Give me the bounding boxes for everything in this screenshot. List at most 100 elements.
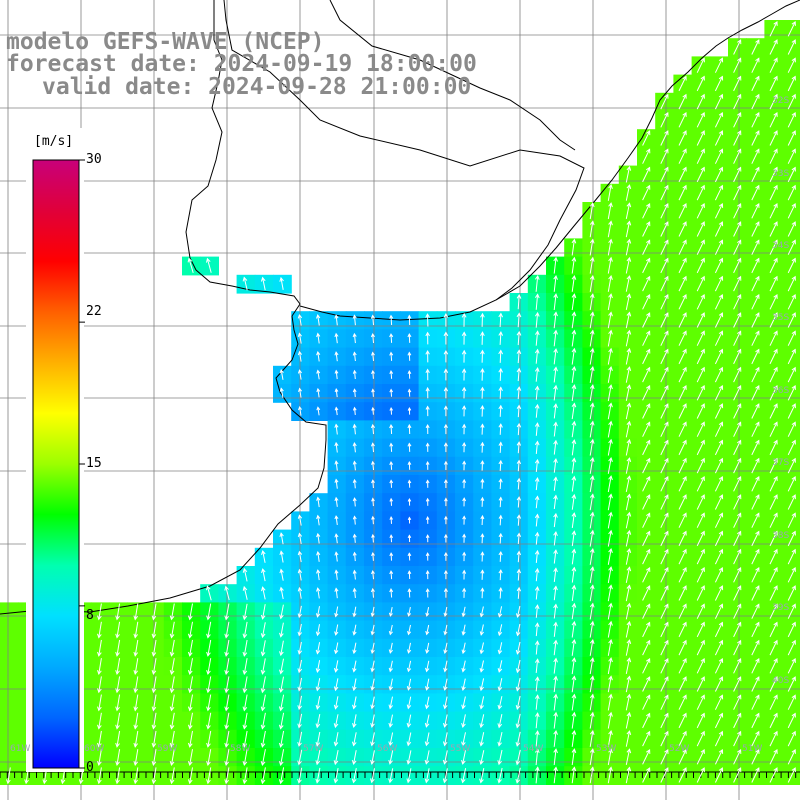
wind-arrow xyxy=(751,712,760,729)
wind-arrow xyxy=(642,748,651,765)
wind-arrow xyxy=(133,749,139,767)
wind-arrow xyxy=(769,403,778,419)
wind-arrow xyxy=(678,403,687,419)
wind-arrow xyxy=(678,494,687,510)
wind-arrow xyxy=(480,533,485,544)
wind-arrow xyxy=(534,694,540,710)
wind-arrow xyxy=(787,403,796,419)
wind-arrow xyxy=(352,460,357,471)
wind-arrow xyxy=(678,366,687,383)
wind-arrow xyxy=(461,349,467,363)
wind-arrow xyxy=(443,368,449,381)
wind-arrow xyxy=(787,239,796,255)
wind-arrow xyxy=(370,442,375,453)
wind-arrow xyxy=(751,366,760,383)
wind-arrow xyxy=(151,712,157,730)
wind-arrow xyxy=(553,512,558,528)
wind-arrow xyxy=(751,202,760,219)
wind-arrow xyxy=(660,767,669,783)
wind-arrow xyxy=(696,384,705,401)
wind-arrow xyxy=(571,475,577,492)
wind-cell xyxy=(0,620,19,640)
wind-arrow xyxy=(714,421,724,437)
wind-arrow xyxy=(625,457,632,474)
wind-arrow xyxy=(352,332,357,344)
wind-arrow xyxy=(97,767,102,785)
wind-arrow xyxy=(589,511,595,529)
wind-arrow xyxy=(733,384,742,401)
wind-arrow xyxy=(462,442,467,453)
wind-arrow xyxy=(206,585,212,601)
wind-arrow xyxy=(424,732,430,747)
wind-arrow xyxy=(733,111,742,128)
lon-label-60w: 60W xyxy=(84,744,105,754)
wind-arrow xyxy=(733,712,742,729)
wind-arrow xyxy=(461,660,466,673)
wind-arrow xyxy=(660,148,669,164)
wind-arrow xyxy=(425,405,430,417)
wind-arrow xyxy=(498,386,503,399)
wind-arrow xyxy=(696,111,705,128)
lat-label-37s: 37S xyxy=(772,458,790,468)
wind-arrow xyxy=(751,384,760,401)
wind-arrow xyxy=(733,475,742,492)
wind-arrow xyxy=(389,369,394,379)
wind-arrow xyxy=(678,530,687,547)
wind-arrow xyxy=(498,312,504,328)
wind-arrow xyxy=(352,678,357,692)
wind-arrow xyxy=(733,421,742,437)
wind-arrow xyxy=(607,748,613,766)
wind-arrow xyxy=(334,533,339,544)
wind-arrow xyxy=(461,750,466,765)
wind-arrow xyxy=(571,293,577,311)
wind-arrow xyxy=(461,714,466,729)
wind-arrow xyxy=(769,748,778,765)
wind-arrow xyxy=(242,767,248,785)
wind-arrow xyxy=(607,274,613,292)
wind-arrow xyxy=(642,730,651,747)
wind-arrow xyxy=(733,330,742,346)
wind-arrow xyxy=(787,221,796,237)
wind-arrow xyxy=(260,640,266,657)
wind-arrow xyxy=(769,39,778,55)
wind-arrow xyxy=(480,569,485,580)
wind-arrow xyxy=(589,493,595,511)
wind-arrow xyxy=(370,714,375,728)
wind-arrow xyxy=(769,257,778,274)
wind-arrow xyxy=(571,384,577,402)
wind-arrow xyxy=(352,351,357,362)
wind-arrow xyxy=(370,678,375,691)
wind-arrow xyxy=(498,569,503,581)
wind-arrow xyxy=(479,642,484,655)
wind-arrow xyxy=(334,423,339,435)
wind-arrow xyxy=(714,366,724,383)
wind-arrow xyxy=(642,585,651,601)
wind-arrow xyxy=(607,729,613,747)
wind-arrow xyxy=(115,749,121,767)
wind-arrow xyxy=(278,676,284,693)
wind-arrow xyxy=(625,347,632,365)
wind-arrow xyxy=(97,749,102,767)
wind-arrow xyxy=(480,441,485,453)
colorbar-unit: [m/s] xyxy=(34,134,74,149)
wind-arrow xyxy=(660,530,669,547)
wind-arrow xyxy=(751,39,760,55)
wind-arrow xyxy=(696,621,705,638)
wind-arrow xyxy=(260,604,266,620)
wind-arrow xyxy=(733,748,742,765)
wind-arrow xyxy=(352,569,357,580)
wind-arrow xyxy=(388,714,393,728)
wind-arrow xyxy=(589,329,595,347)
wind-arrow xyxy=(407,442,412,452)
wind-arrow xyxy=(480,551,485,562)
wind-arrow xyxy=(751,312,760,328)
wind-arrow xyxy=(696,75,705,92)
wind-arrow xyxy=(553,348,558,365)
wind-arrow xyxy=(534,385,540,400)
wind-arrow xyxy=(206,603,212,621)
wind-arrow xyxy=(297,767,303,784)
wind-arrow xyxy=(787,166,796,183)
wind-arrow xyxy=(553,329,558,347)
wind-arrow xyxy=(607,547,613,565)
wind-arrow xyxy=(553,729,558,747)
